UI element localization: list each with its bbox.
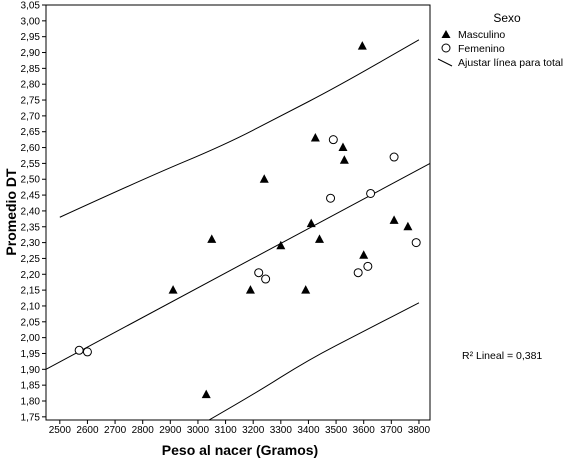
- point-femenino: [254, 268, 264, 278]
- y-tick-label: 2,15: [21, 286, 41, 297]
- point-masculino: [339, 155, 349, 164]
- y-tick-label: 3,05: [21, 1, 41, 12]
- point-masculino: [207, 234, 217, 243]
- point-femenino: [366, 188, 376, 198]
- y-tick-label: 2,40: [21, 206, 41, 217]
- legend-line-icon: [437, 58, 453, 67]
- point-masculino: [168, 285, 178, 294]
- y-tick-label: 2,35: [21, 222, 41, 233]
- point-masculino: [338, 142, 348, 152]
- point-femenino: [411, 238, 421, 248]
- y-tick-label: 2,55: [21, 159, 41, 170]
- legend-label-femenino: Femenino: [458, 43, 505, 55]
- x-tick-label: 3400: [297, 425, 320, 436]
- legend-circle-icon: [441, 43, 451, 53]
- y-axis-title: Promedio DT: [3, 168, 19, 256]
- y-tick-label: 1,90: [21, 365, 41, 376]
- y-tick-label: 2,75: [21, 96, 41, 107]
- x-tick-label: 2900: [159, 425, 182, 436]
- x-tick-label: 2500: [49, 425, 72, 436]
- y-tick-label: 2,65: [21, 127, 41, 138]
- legend-triangle-icon: [441, 30, 451, 38]
- point-masculino: [201, 389, 211, 399]
- point-masculino: [359, 250, 369, 259]
- point-femenino: [389, 152, 399, 162]
- y-tick-label: 3,00: [21, 16, 41, 27]
- x-tick-label: 2600: [76, 425, 99, 436]
- y-tick-label: 1,75: [21, 412, 41, 423]
- point-masculino: [301, 285, 311, 294]
- point-masculino: [245, 285, 255, 294]
- y-tick-label: 2,95: [21, 32, 41, 43]
- y-tick-label: 2,30: [21, 238, 41, 249]
- y-tick-label: 2,45: [21, 191, 41, 202]
- legend: Sexo Masculino Femenino Ajustar línea pa…: [437, 11, 563, 69]
- y-tick-label: 1,85: [21, 381, 41, 392]
- x-tick-label: 3500: [325, 425, 348, 436]
- point-masculino: [389, 215, 399, 224]
- x-tick-label: 2700: [104, 425, 127, 436]
- point-masculino: [314, 234, 324, 243]
- point-femenino: [261, 274, 271, 284]
- fit-lines: [46, 39, 430, 420]
- point-femenino: [363, 261, 373, 271]
- x-tick-label: 3300: [270, 425, 293, 436]
- y-tick-label: 1,95: [21, 349, 41, 360]
- y-tick-label: 2,00: [21, 333, 41, 344]
- x-tick-label: 3700: [380, 425, 403, 436]
- point-masculino: [357, 41, 367, 50]
- r-squared-annotation: R² Lineal = 0,381: [462, 350, 542, 362]
- y-tick-label: 2,90: [21, 48, 41, 59]
- plot-frame: [45, 4, 431, 421]
- x-tick-label: 3100: [214, 425, 237, 436]
- legend-title: Sexo: [493, 11, 521, 25]
- point-masculino: [310, 133, 320, 142]
- legend-label-fit-line: Ajustar línea para total: [458, 57, 563, 69]
- y-tick-label: 2,60: [21, 143, 41, 154]
- x-axis-title: Peso al nacer (Gramos): [162, 442, 318, 458]
- x-tick-label: 3000: [187, 425, 210, 436]
- point-femenino: [326, 193, 336, 203]
- y-tick-label: 2,85: [21, 64, 41, 75]
- data-points: [74, 41, 421, 399]
- x-tick-label: 3800: [408, 425, 431, 436]
- legend-label-masculino: Masculino: [458, 29, 505, 41]
- y-tick-label: 2,05: [21, 317, 41, 328]
- point-masculino: [276, 240, 286, 250]
- lower-confidence-line: [208, 302, 420, 420]
- point-femenino: [328, 135, 338, 145]
- x-tick-label: 3600: [353, 425, 376, 436]
- fit-line: [46, 162, 430, 370]
- point-masculino: [306, 218, 316, 228]
- y-tick-label: 2,20: [21, 270, 41, 281]
- x-tick-label: 3200: [242, 425, 265, 436]
- upper-confidence-line: [59, 39, 420, 218]
- y-tick-label: 2,50: [21, 175, 41, 186]
- y-tick-label: 2,70: [21, 111, 41, 122]
- y-tick-label: 1,80: [21, 396, 41, 407]
- point-femenino: [82, 347, 92, 357]
- plot-area: 1,75 1,80 1,85 1,90 1,95 2,00 2,05 2,10 2,15 2,20…: [21, 1, 431, 437]
- point-femenino: [74, 345, 84, 355]
- x-axis: 2500 2600 2700 2800 2900 3000 3100 3200 3300 3400…: [49, 420, 431, 436]
- point-masculino: [259, 174, 269, 183]
- y-tick-label: 2,10: [21, 301, 41, 312]
- point-femenino: [353, 268, 363, 278]
- x-tick-label: 2800: [132, 425, 155, 436]
- y-axis: 1,75 1,80 1,85 1,90 1,95 2,00 2,05 2,10 2,15 2,20…: [21, 1, 46, 423]
- y-tick-label: 2,25: [21, 254, 41, 265]
- point-masculino: [403, 221, 413, 231]
- y-tick-label: 2,80: [21, 80, 41, 91]
